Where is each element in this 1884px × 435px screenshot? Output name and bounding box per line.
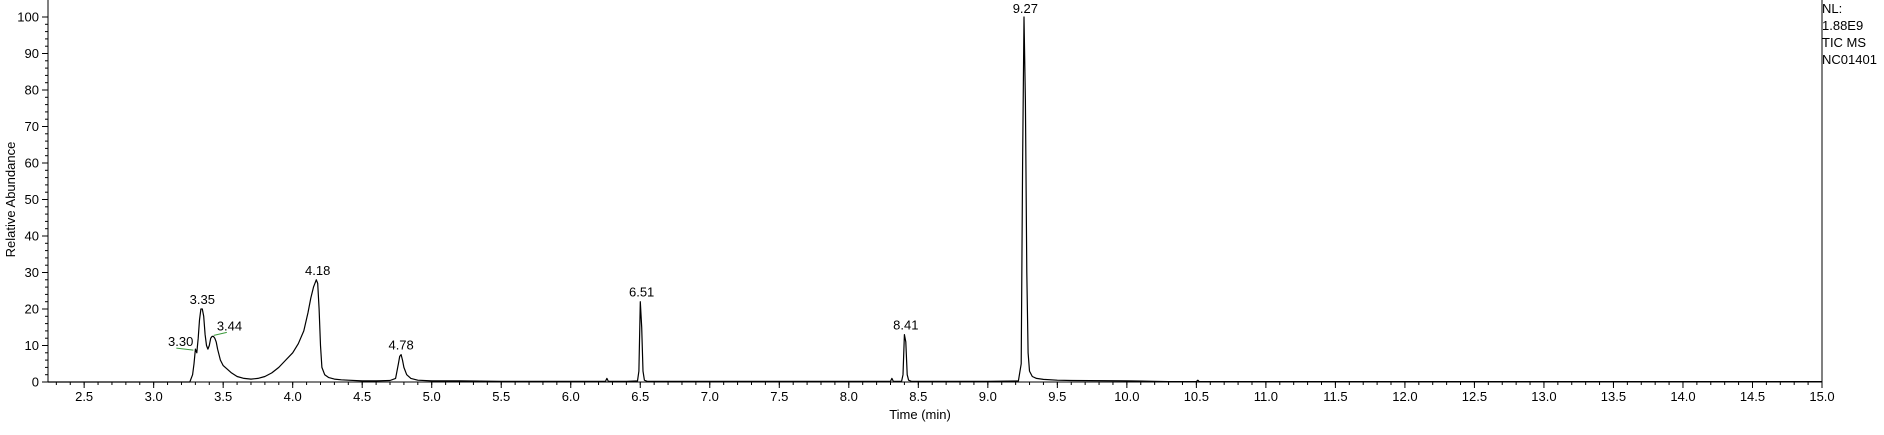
y-tick-label: 80 [25,83,39,98]
normalization-level-label: NL: [1822,1,1843,16]
y-tick-label: 70 [25,119,39,134]
x-tick-label: 3.0 [145,389,163,404]
x-tick-label: 2.5 [75,389,93,404]
x-tick-label: 9.5 [1048,389,1066,404]
peak-leader-line [176,347,194,351]
x-tick-label: 11.0 [1254,389,1278,404]
peak-label: 4.18 [305,263,330,278]
peak-label: 4.78 [388,338,413,353]
peak-label: 3.44 [217,318,242,333]
x-tick-label: 6.0 [562,389,580,404]
y-axis-ticks: 0 10 20 30 40 50 60 70 80 90 100 [17,10,48,390]
peak-label: 6.51 [629,285,654,300]
x-tick-label: 12.5 [1462,389,1487,404]
y-axis-label: Relative Abundance [3,142,18,258]
y-tick-label: 20 [25,302,39,317]
y-tick-label: 0 [32,375,39,390]
x-tick-label: 6.5 [631,389,649,404]
y-tick-label: 30 [25,265,39,280]
instrument-info: NL: 1.88E9 TIC MS NC01401 [1822,0,1877,68]
y-tick-label: 10 [25,338,39,353]
peak-labels: 3.30 3.353.44 4.18 4.78 6.51 8.41 9.27 [168,1,1038,353]
x-tick-label: 7.5 [770,389,788,404]
x-tick-label: 10.0 [1114,389,1139,404]
x-tick-label: 7.0 [701,389,719,404]
y-tick-label: 50 [25,192,39,207]
tic-trace-line [48,16,1822,383]
peak-label: 3.30 [168,334,193,349]
x-tick-label: 4.5 [353,389,371,404]
peak-label: 8.41 [893,318,918,333]
x-tick-label: 5.5 [492,389,510,404]
y-tick-label: 40 [25,229,39,244]
x-tick-label: 10.5 [1184,389,1209,404]
x-tick-label: 11.5 [1323,389,1347,404]
peak-leader-line [213,331,227,336]
y-tick-label: 90 [25,46,39,61]
x-tick-label: 8.5 [909,389,927,404]
chart-axes [47,0,1823,383]
x-axis-ticks: 2.5 3.0 3.5 4.0 4.5 5.0 5.5 6.0 6.5 7.0 7.5 8.0 8.5 9… [55,382,1835,404]
x-tick-label: 13.5 [1601,389,1626,404]
x-tick-label: 14.0 [1670,389,1695,404]
x-tick-label: 15.0 [1809,389,1834,404]
normalization-level-value: 1.88E9 [1822,18,1864,33]
y-tick-label: 100 [17,10,39,25]
chart-series [48,16,1822,383]
x-tick-label: 4.0 [284,389,302,404]
scan-filter-label: TIC MS [1822,35,1867,50]
y-tick-label: 60 [25,156,39,171]
x-tick-label: 3.5 [214,389,232,404]
x-tick-label: 8.0 [840,389,858,404]
sample-id: NC01401 [1822,52,1877,67]
x-tick-label: 14.5 [1740,389,1765,404]
peak-label: 9.27 [1013,1,1038,16]
x-axis-label: Time (min) [889,407,951,422]
x-tick-label: 13.0 [1531,389,1556,404]
x-tick-label: 9.0 [979,389,997,404]
x-tick-label: 5.0 [423,389,441,404]
x-tick-label: 12.0 [1392,389,1417,404]
peak-label: 3.35 [190,292,215,307]
